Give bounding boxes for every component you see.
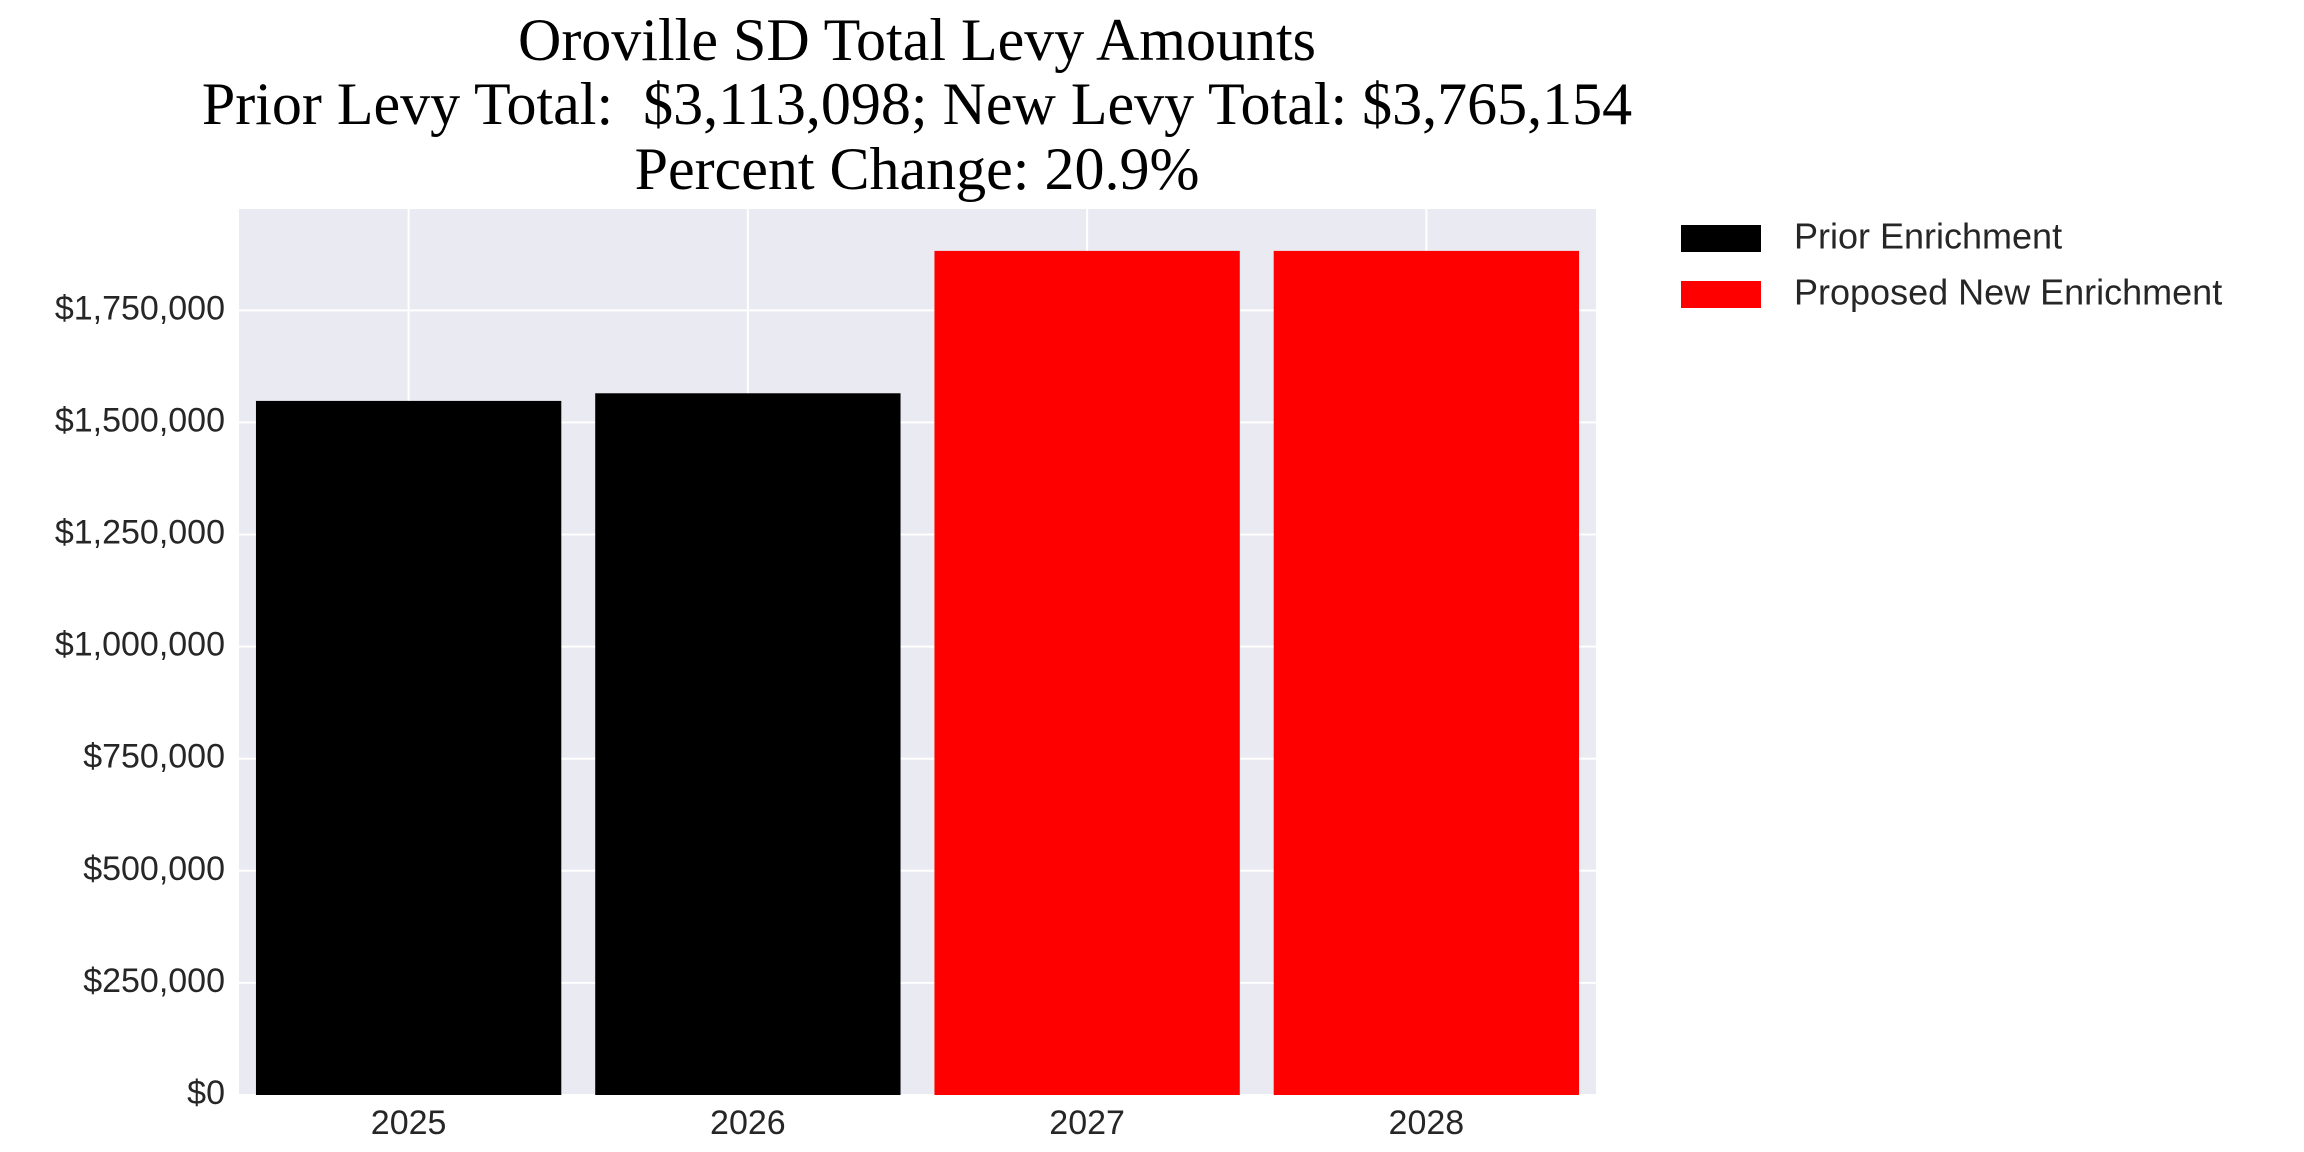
chart-title: Oroville SD Total Levy Amounts — [518, 7, 1316, 73]
y-tick-label: $250,000 — [83, 962, 225, 1000]
bar — [1273, 250, 1580, 1096]
legend-label: Prior Enrichment — [1794, 216, 2062, 257]
y-tick-label: $750,000 — [83, 738, 225, 776]
x-tick-label: 2026 — [710, 1104, 786, 1142]
chart-subtitle: Prior Levy Total: $3,113,098; New Levy T… — [202, 71, 1632, 137]
bar — [255, 400, 562, 1096]
x-tick-label: 2027 — [1049, 1104, 1125, 1142]
legend-swatch — [1681, 281, 1761, 308]
y-tick-label: $0 — [187, 1074, 225, 1112]
y-tick-label: $1,250,000 — [55, 514, 225, 552]
y-tick-label: $500,000 — [83, 850, 225, 888]
x-tick-label: 2025 — [371, 1104, 447, 1142]
legend-swatch — [1681, 225, 1761, 252]
y-tick-label: $1,750,000 — [55, 289, 225, 327]
chart-subtitle: Percent Change: 20.9% — [635, 136, 1200, 202]
y-tick-label: $1,500,000 — [55, 401, 225, 439]
legend-label: Proposed New Enrichment — [1794, 272, 2222, 313]
x-tick-label: 2028 — [1389, 1104, 1465, 1142]
bar — [595, 393, 901, 1095]
bar — [934, 250, 1240, 1096]
y-tick-label: $1,000,000 — [55, 626, 225, 664]
